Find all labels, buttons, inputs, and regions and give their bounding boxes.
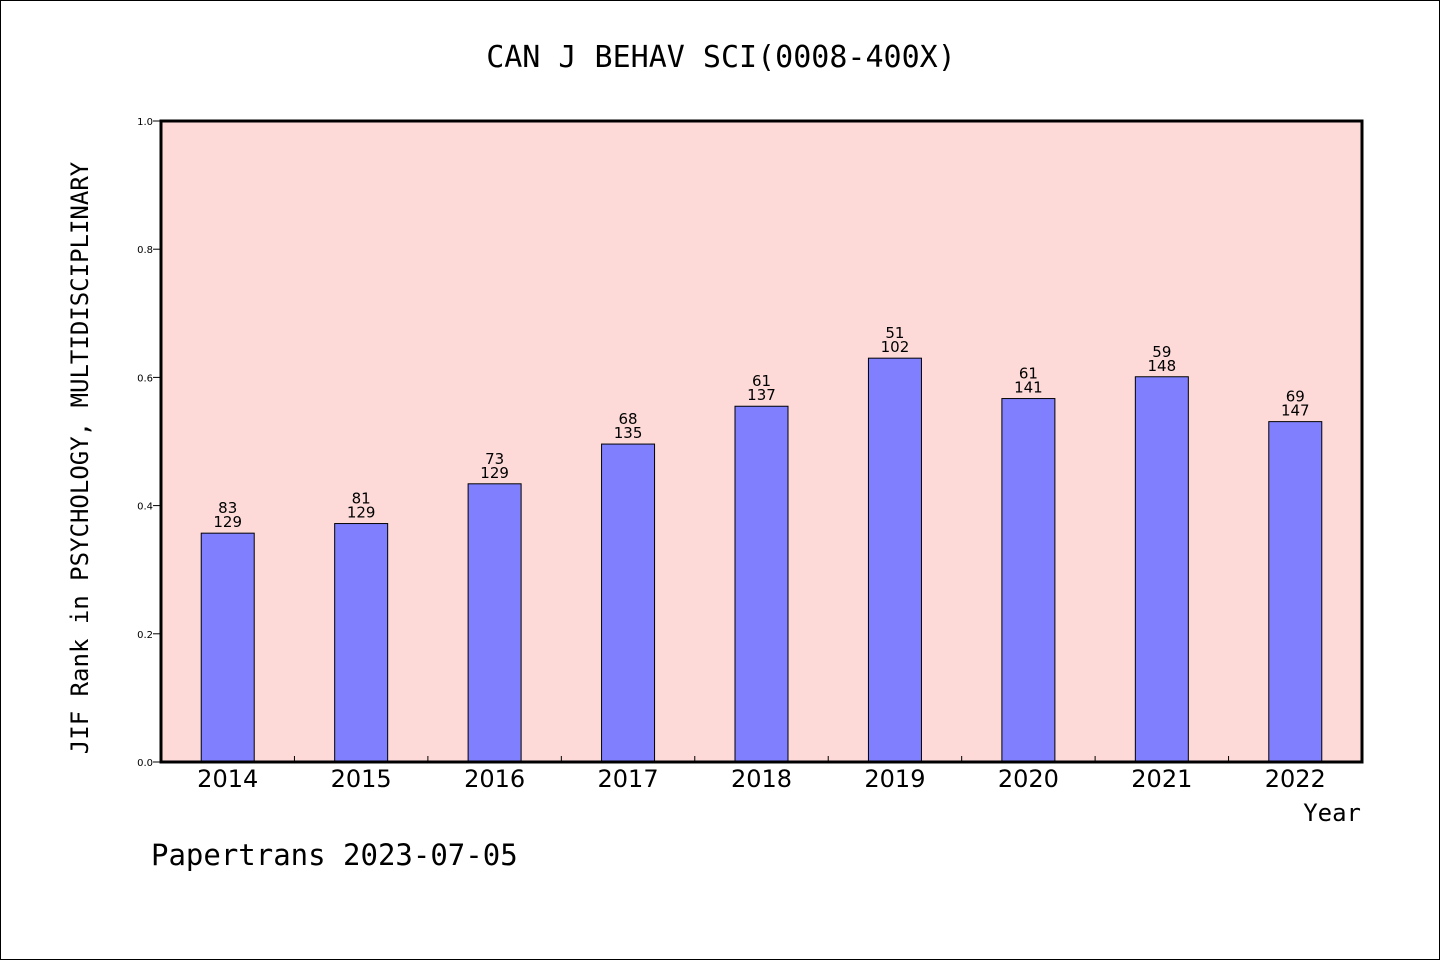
x-tick-labels: 2014 2015 2016 2017 2018 2019 2020 2021 2022 <box>197 765 1326 793</box>
bar-rank-label: 68 <box>619 410 638 428</box>
bar-value-labels: 8312981129731296813561137511026114159148… <box>213 324 1309 531</box>
bar-series <box>200 357 1323 763</box>
bar-2020 <box>1001 398 1056 763</box>
bar-2015 <box>334 523 389 763</box>
bar-total-label: 102 <box>881 338 910 356</box>
x-tick-label: 2015 <box>331 765 392 793</box>
bar-total-label: 135 <box>614 424 643 442</box>
y-tick-label: 0.4 <box>137 502 153 513</box>
bar-rank-label: 61 <box>752 372 771 390</box>
bar-total-label: 147 <box>1281 402 1310 420</box>
chart-title: CAN J BEHAV SCI(0008-400X) <box>486 40 956 75</box>
y-tick-label: 0.6 <box>137 373 153 384</box>
x-tick-label: 2020 <box>998 765 1059 793</box>
bar-2021 <box>1134 376 1189 763</box>
x-axis-label: Year <box>1303 799 1361 827</box>
x-tick-label: 2019 <box>864 765 925 793</box>
bar-2016 <box>467 483 522 763</box>
x-tick-label: 2016 <box>464 765 525 793</box>
bar-rank-label: 73 <box>485 450 504 468</box>
bar-rank-label: 83 <box>218 499 237 517</box>
y-tick-label: 0.2 <box>137 630 153 641</box>
bar-total-label: 148 <box>1148 357 1177 375</box>
bar-2022 <box>1268 421 1323 763</box>
x-tick-label: 2022 <box>1265 765 1326 793</box>
bar-2017 <box>601 443 656 763</box>
y-tick-labels: 0.0 0.2 0.4 0.6 0.8 1.0 <box>137 117 153 769</box>
bar-2018 <box>734 405 789 763</box>
bar-rank-label: 59 <box>1152 343 1171 361</box>
bar-2019 <box>867 357 922 763</box>
x-tick-label: 2021 <box>1131 765 1192 793</box>
bar-total-label: 129 <box>347 504 376 522</box>
bar-total-label: 141 <box>1014 379 1043 397</box>
x-tick-label: 2017 <box>598 765 659 793</box>
bar-rank-label: 61 <box>1019 365 1038 383</box>
bar-total-label: 129 <box>480 464 509 482</box>
y-tick-label: 0.8 <box>137 245 153 256</box>
bar-rank-label: 51 <box>885 324 904 342</box>
bar-2014 <box>200 532 255 763</box>
y-tick-label: 0.0 <box>137 758 153 769</box>
x-tick-label: 2018 <box>731 765 792 793</box>
bar-total-label: 137 <box>747 386 776 404</box>
x-tick-label: 2014 <box>197 765 258 793</box>
bar-rank-label: 81 <box>352 490 371 508</box>
bar-total-label: 129 <box>213 513 242 531</box>
bar-rank-label: 69 <box>1286 388 1305 406</box>
y-axis-label: JIF Rank in PSYCHOLOGY, MULTIDISCIPLINAR… <box>66 161 94 754</box>
y-tick-label: 1.0 <box>137 117 153 128</box>
plot-border <box>159 119 1364 764</box>
footer-watermark: Papertrans 2023-07-05 <box>151 838 518 872</box>
